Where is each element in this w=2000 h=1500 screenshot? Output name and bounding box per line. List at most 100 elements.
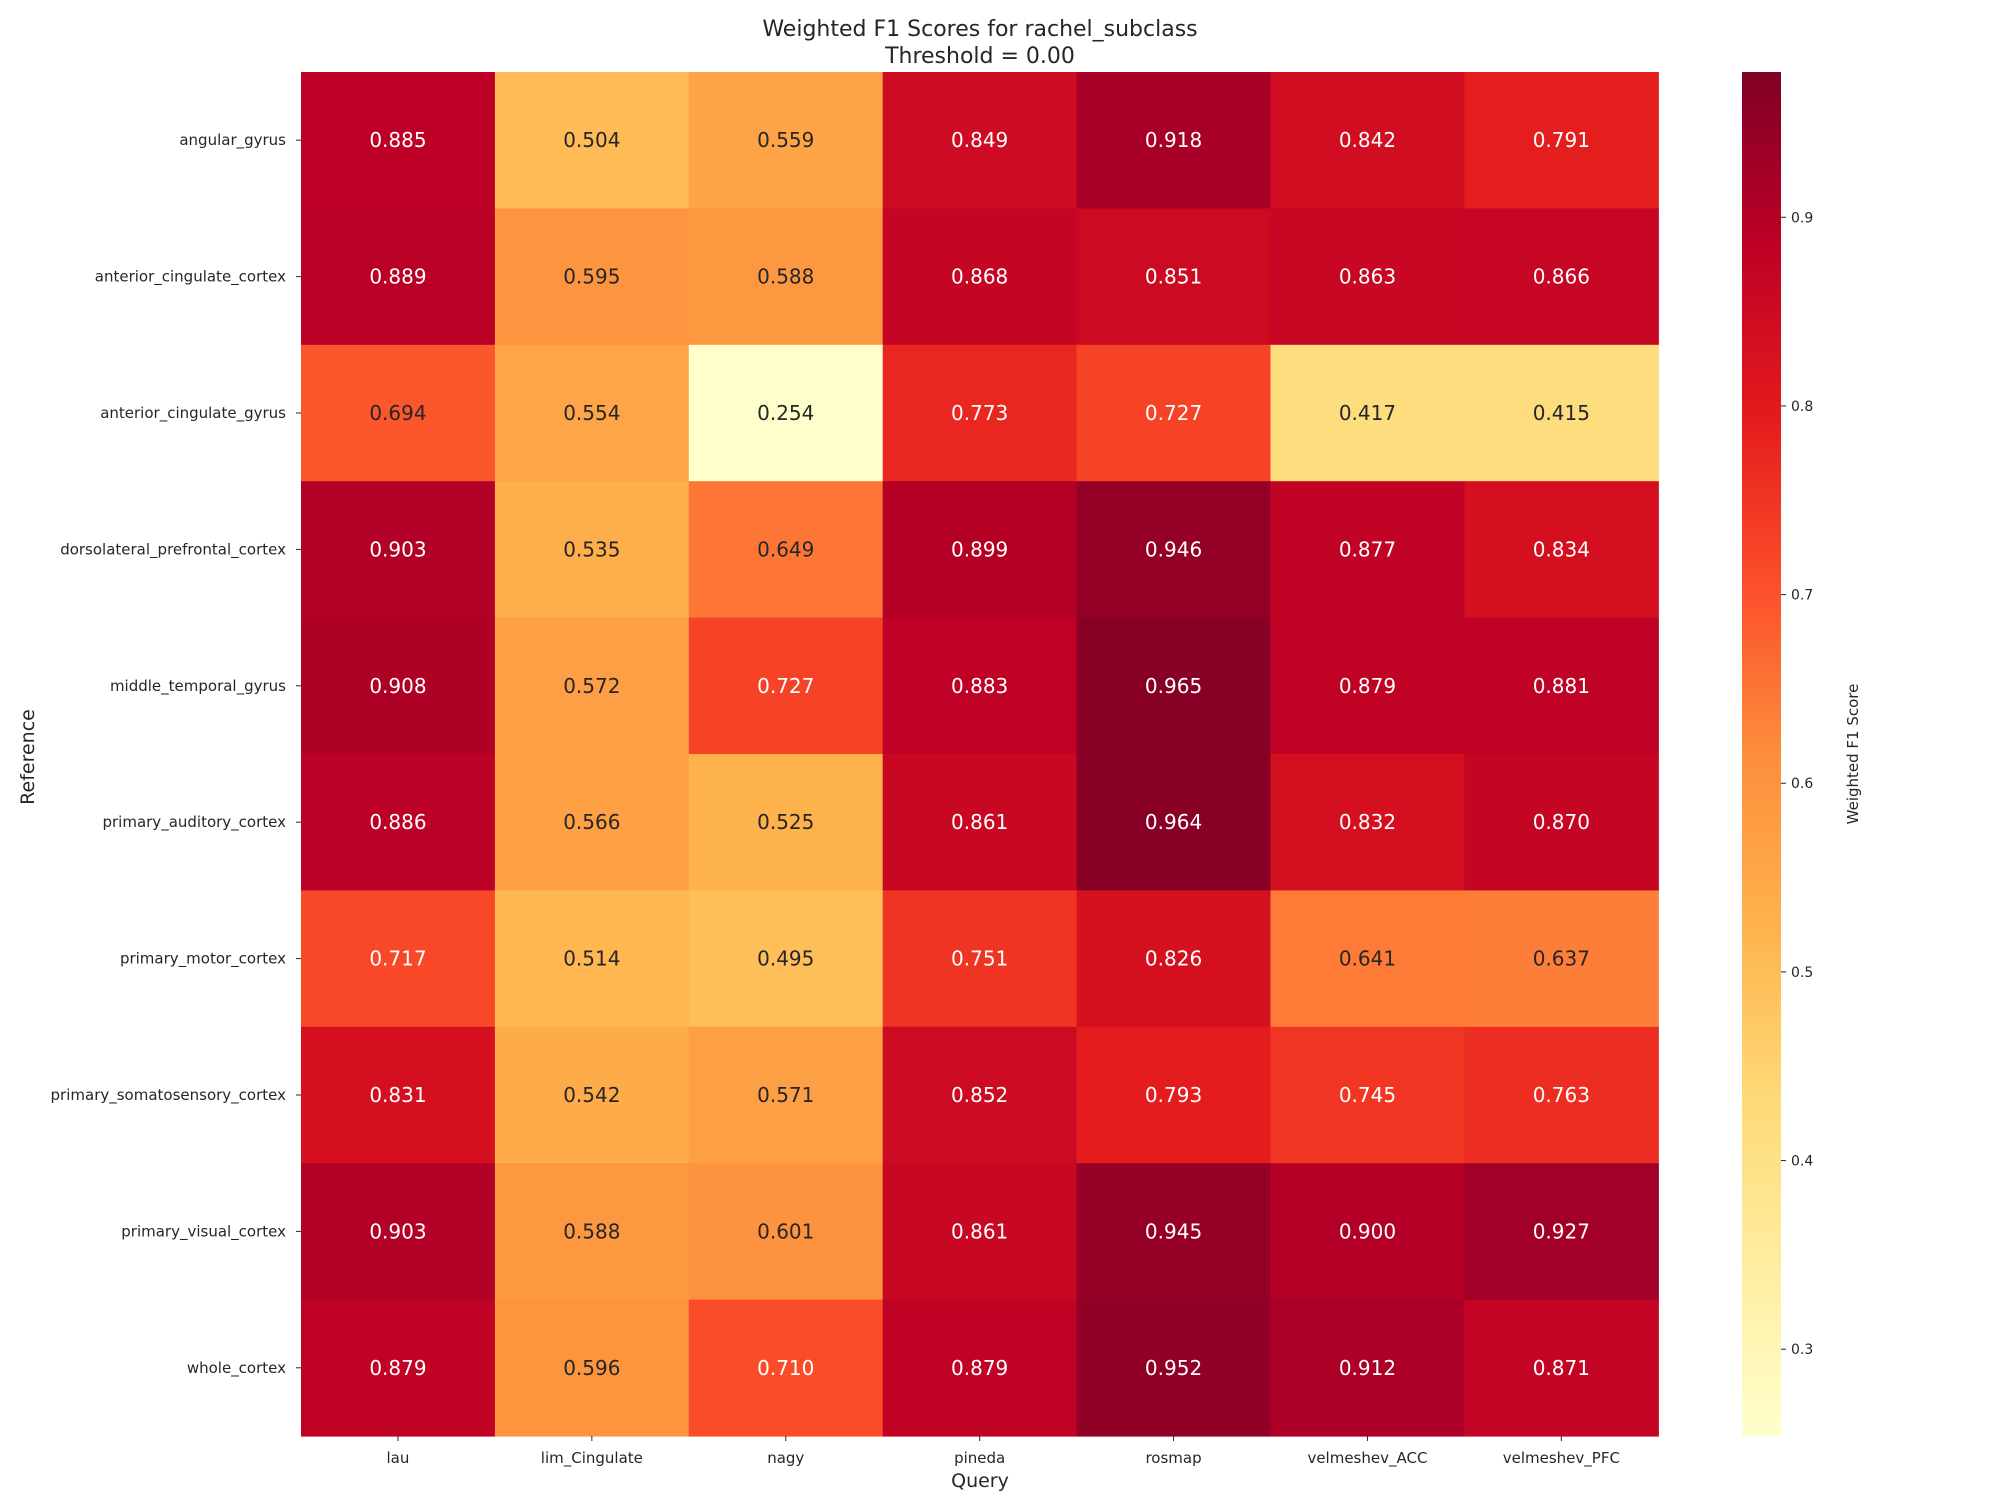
heatmap-cell xyxy=(1270,481,1465,619)
heatmap-cell xyxy=(301,72,496,209)
colorbar-tick-label: 0.7 xyxy=(1791,588,1813,604)
cell-value-label: 0.861 xyxy=(951,1219,1008,1243)
heatmap-cell xyxy=(1464,617,1659,755)
cell-value-label: 0.918 xyxy=(1145,128,1202,152)
cell-value-label: 0.595 xyxy=(563,265,620,289)
heatmap-cell xyxy=(882,208,1078,346)
chart-title: Weighted F1 Scores for rachel_subclass xyxy=(762,17,1197,42)
y-axis-label: Reference xyxy=(17,709,39,805)
cell-value-label: 0.745 xyxy=(1339,1083,1396,1107)
cell-value-label: 0.572 xyxy=(563,674,620,698)
y-tick-label: whole_cortex xyxy=(187,1359,286,1378)
heatmap-cell xyxy=(1464,72,1659,209)
heatmap-cell xyxy=(1076,754,1272,891)
heatmap-cell xyxy=(688,208,884,346)
heatmap-cell xyxy=(1464,481,1659,619)
cell-value-label: 0.826 xyxy=(1145,947,1202,971)
heatmap-cell xyxy=(1076,481,1272,619)
cell-value-label: 0.964 xyxy=(1145,810,1202,834)
cell-value-label: 0.832 xyxy=(1339,810,1396,834)
heatmap-cell xyxy=(1270,617,1465,755)
y-axis-ticks: angular_gyrus anterior_cingulate_cortexan… xyxy=(51,131,301,1378)
heatmap-cell xyxy=(1076,72,1272,209)
cell-value-label: 0.899 xyxy=(951,537,1008,561)
cell-value-label: 0.504 xyxy=(563,128,620,152)
x-axis-label: Query xyxy=(951,1470,1009,1492)
heatmap-cell xyxy=(494,1299,690,1437)
colorbar-tick-label: 0.4 xyxy=(1791,1154,1813,1170)
heatmap-cell xyxy=(494,617,690,755)
heatmap-cell xyxy=(494,1026,690,1164)
y-tick-label: primary_motor_cortex xyxy=(120,950,286,969)
heatmap-cell xyxy=(1464,1026,1659,1164)
x-tick-label: pineda xyxy=(954,1449,1005,1467)
heatmap-cell xyxy=(301,1299,496,1437)
x-tick-label: rosmap xyxy=(1145,1449,1201,1467)
heatmap-cell xyxy=(301,344,496,482)
cell-value-label: 0.834 xyxy=(1533,537,1590,561)
heatmap-cell xyxy=(1464,1299,1659,1437)
heatmap-cell xyxy=(1270,890,1465,1028)
heatmap-cell xyxy=(301,208,496,346)
heatmap-cell xyxy=(494,1163,690,1301)
heatmap-cell xyxy=(882,890,1078,1028)
cell-value-label: 0.601 xyxy=(757,1219,814,1243)
cell-value-label: 0.559 xyxy=(757,128,814,152)
cell-value-label: 0.727 xyxy=(757,674,814,698)
heatmap-cell xyxy=(882,1026,1078,1164)
y-tick-label: primary_somatosensory_cortex xyxy=(51,1086,287,1105)
cell-value-label: 0.641 xyxy=(1339,947,1396,971)
cell-value-label: 0.866 xyxy=(1533,265,1590,289)
heatmap-cell xyxy=(1076,344,1272,482)
cell-value-label: 0.649 xyxy=(757,537,814,561)
cell-value-label: 0.773 xyxy=(951,401,1008,425)
heatmap-cell xyxy=(688,344,884,482)
heatmap-cell xyxy=(688,481,884,619)
cell-value-label: 0.542 xyxy=(563,1083,620,1107)
cell-value-label: 0.842 xyxy=(1339,128,1396,152)
colorbar-label: Weighted F1 Score xyxy=(1844,684,1862,825)
cell-value-label: 0.417 xyxy=(1339,401,1396,425)
heatmap-cell xyxy=(882,72,1078,209)
cell-value-label: 0.881 xyxy=(1533,674,1590,698)
cell-value-label: 0.900 xyxy=(1339,1219,1396,1243)
colorbar-tick-label: 0.5 xyxy=(1791,965,1813,981)
heatmap-cell xyxy=(688,754,884,891)
heatmap-cell xyxy=(1270,1026,1465,1164)
colorbar xyxy=(1742,72,1781,1436)
cell-value-label: 0.863 xyxy=(1339,265,1396,289)
cell-value-label: 0.710 xyxy=(757,1356,814,1380)
cell-value-label: 0.946 xyxy=(1145,537,1202,561)
heatmap-cell xyxy=(1076,1299,1272,1437)
heatmap-cell xyxy=(882,617,1078,755)
cell-value-label: 0.870 xyxy=(1533,810,1590,834)
colorbar-tick-label: 0.3 xyxy=(1791,1342,1813,1358)
cell-value-label: 0.535 xyxy=(563,537,620,561)
cell-value-label: 0.885 xyxy=(369,128,426,152)
heatmap-cell xyxy=(1270,72,1465,209)
heatmap-cell xyxy=(882,1163,1078,1301)
heatmap-cell xyxy=(882,344,1078,482)
cell-value-label: 0.903 xyxy=(369,537,426,561)
cell-value-label: 0.831 xyxy=(369,1083,426,1107)
y-tick-label: anterior_cingulate_gyrus xyxy=(100,404,286,423)
cell-value-label: 0.694 xyxy=(369,401,426,425)
heatmap-cell xyxy=(1464,208,1659,346)
cell-value-label: 0.588 xyxy=(563,1219,620,1243)
heatmap-cell xyxy=(301,481,496,619)
cell-value-label: 0.637 xyxy=(1533,947,1590,971)
cell-value-label: 0.886 xyxy=(369,810,426,834)
heatmap-cell xyxy=(301,1163,496,1301)
cell-value-label: 0.793 xyxy=(1145,1083,1202,1107)
heatmap-cell xyxy=(882,754,1078,891)
cell-value-label: 0.852 xyxy=(951,1083,1008,1107)
colorbar-ticks: 0.3 0.4 0.5 0.6 0.7 0.8 0.9 xyxy=(1781,210,1813,1358)
cell-value-label: 0.751 xyxy=(951,947,1008,971)
cell-value-label: 0.952 xyxy=(1145,1356,1202,1380)
heatmap-cell xyxy=(301,754,496,891)
heatmap-cell xyxy=(688,72,884,209)
heatmap-cell xyxy=(1270,344,1465,482)
heatmap-cell xyxy=(1076,208,1272,346)
heatmap-cell xyxy=(301,617,496,755)
heatmap-cell xyxy=(1076,890,1272,1028)
